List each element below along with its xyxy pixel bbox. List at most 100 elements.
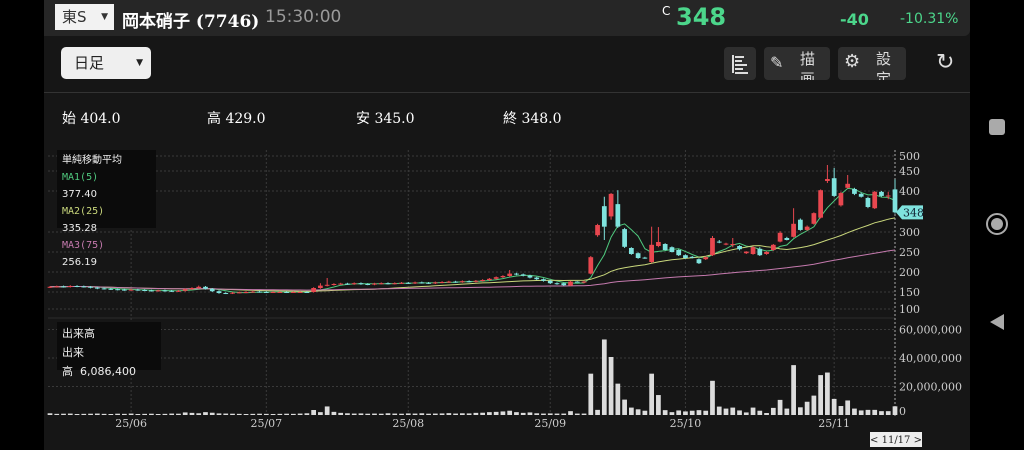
volume-bar — [588, 373, 594, 415]
candle-body — [88, 286, 93, 288]
volume-bar — [825, 372, 830, 415]
candle-body — [872, 191, 878, 209]
volume-bar — [500, 411, 506, 415]
volume-bar — [135, 414, 141, 415]
candle-body — [263, 292, 269, 293]
volume-bar — [270, 414, 276, 415]
candle-body — [297, 292, 303, 293]
period-select[interactable]: 日足 ▼ — [61, 47, 151, 79]
price-tick-label: 200 — [899, 266, 920, 279]
volume-bar — [514, 412, 519, 415]
volume-bar — [662, 410, 668, 415]
volume-bar — [385, 413, 391, 415]
volume-bar — [615, 383, 621, 415]
volume-bar — [885, 411, 891, 415]
candle-body — [270, 292, 276, 293]
candle-body — [804, 226, 810, 230]
candle-body — [507, 273, 513, 276]
volume-bar — [223, 413, 229, 415]
caret-down-icon: ▼ — [136, 58, 143, 68]
volume-bar — [290, 413, 296, 415]
ma-line — [49, 217, 896, 292]
candle-body — [500, 276, 506, 278]
candle-body — [284, 292, 289, 293]
candle-body — [750, 247, 756, 254]
back-button[interactable] — [990, 314, 1004, 330]
open-value: 始 404.0 — [62, 108, 121, 128]
price-tick-label: 250 — [899, 246, 920, 259]
candle-body — [250, 291, 256, 293]
candle-body — [656, 242, 661, 246]
volume-bar — [81, 413, 87, 415]
volume-bar — [263, 413, 269, 415]
draw-button[interactable]: ✎ 描画 — [764, 47, 830, 80]
volume-bar — [311, 410, 317, 415]
volume-bar — [47, 413, 53, 415]
volume-bar — [128, 413, 134, 415]
candle-body — [777, 232, 783, 242]
home-button[interactable] — [986, 213, 1008, 235]
volume-bar — [426, 413, 431, 415]
low-label: 安 — [356, 111, 370, 127]
candle-body — [196, 286, 202, 288]
volume-bar — [473, 412, 479, 415]
volume-tick-label: 0 — [899, 405, 906, 418]
candle-body — [858, 193, 864, 197]
volume-bar — [331, 411, 337, 415]
volume-bar — [608, 357, 614, 415]
candle-body — [527, 275, 533, 278]
volume-bar — [669, 412, 675, 415]
candle-body — [209, 288, 215, 292]
stock-title: 岡本硝子 (7746) — [122, 12, 260, 32]
last-price-tag — [896, 205, 923, 220]
indicator-button[interactable] — [724, 47, 756, 80]
ma1-label: MA1(5) — [62, 172, 99, 183]
ma-legend-title: 単純移動平均 — [62, 155, 122, 166]
candle-body — [405, 282, 411, 284]
date-tick-label: 25/09 — [534, 417, 566, 430]
candle-body — [459, 281, 465, 283]
volume-bar — [831, 398, 837, 415]
volume-bar — [54, 413, 60, 415]
volume-bar — [791, 365, 796, 415]
candle-body — [561, 283, 567, 286]
volume-bar — [453, 413, 458, 415]
volume-bar — [250, 413, 256, 415]
volume-bar — [737, 410, 742, 415]
volume-bar — [392, 413, 398, 415]
candle-body — [669, 247, 675, 252]
recents-button[interactable] — [989, 119, 1005, 135]
ma-legend-item: MA3(75) 256.19 — [62, 237, 151, 271]
exchange-select[interactable]: 東S ▼ — [55, 4, 114, 30]
volume-bar — [88, 413, 93, 415]
candle-body — [230, 292, 235, 294]
volume-bar — [378, 413, 384, 415]
candle-body — [770, 244, 776, 250]
volume-bar — [574, 413, 580, 415]
refresh-icon[interactable]: ↻ — [936, 50, 955, 75]
candle-body — [304, 292, 310, 293]
candle-body — [426, 282, 431, 284]
price-tick-label: 150 — [899, 286, 920, 299]
volume-bar — [155, 414, 161, 415]
candle-body — [432, 282, 438, 284]
candle-body — [189, 288, 195, 290]
volume-bar — [324, 406, 330, 415]
volume-bar — [818, 375, 824, 415]
volume-bar — [257, 413, 262, 415]
price-change-percent: -10.31% — [900, 11, 959, 27]
candle-body — [811, 213, 817, 224]
candle-body — [236, 292, 242, 294]
candle-body — [791, 223, 796, 237]
settings-button[interactable]: ⚙ 設定 — [838, 47, 906, 80]
candle-body — [514, 273, 519, 275]
close-number: 348.0 — [521, 111, 562, 127]
candle-body — [568, 281, 573, 286]
candle-body — [797, 219, 803, 230]
ma1-value: 377.40 — [62, 189, 97, 200]
volume-bar — [176, 413, 181, 415]
candle-body — [290, 292, 296, 293]
ma-legend-item: MA2(25) 335.28 — [62, 203, 151, 237]
volume-bar — [284, 413, 289, 415]
